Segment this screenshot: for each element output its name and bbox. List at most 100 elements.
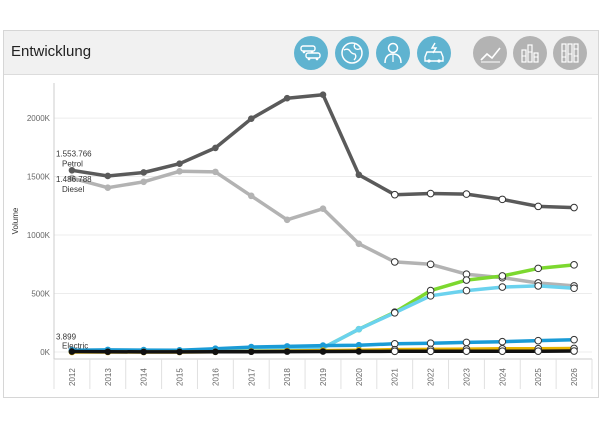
data-point[interactable] bbox=[319, 348, 327, 355]
panel-header: Entwicklung bbox=[4, 31, 598, 75]
data-point[interactable] bbox=[534, 202, 543, 211]
x-tick-label: 2023 bbox=[462, 368, 471, 386]
data-point[interactable] bbox=[104, 172, 112, 180]
data-point[interactable] bbox=[570, 284, 578, 293]
data-point[interactable] bbox=[534, 336, 543, 345]
data-point[interactable] bbox=[462, 276, 471, 284]
data-point[interactable] bbox=[104, 184, 112, 191]
data-point[interactable] bbox=[140, 178, 147, 186]
data-point[interactable] bbox=[319, 91, 327, 98]
data-point[interactable] bbox=[462, 347, 471, 355]
data-point[interactable] bbox=[176, 167, 183, 175]
y-tick-label: 1000K bbox=[27, 231, 51, 240]
globe-button[interactable] bbox=[335, 36, 369, 70]
data-point[interactable] bbox=[355, 171, 363, 179]
data-point[interactable] bbox=[426, 260, 435, 269]
data-point[interactable] bbox=[68, 348, 76, 355]
series-line bbox=[71, 92, 575, 210]
series-6 bbox=[68, 347, 578, 356]
x-tick-label: 2022 bbox=[427, 368, 436, 386]
data-point[interactable] bbox=[426, 347, 435, 356]
data-point[interactable] bbox=[247, 115, 255, 122]
car-charging-button[interactable] bbox=[417, 36, 451, 70]
data-point[interactable] bbox=[212, 348, 219, 356]
car-charging-icon bbox=[424, 42, 444, 63]
data-point[interactable] bbox=[247, 192, 255, 200]
x-tick-label: 2019 bbox=[319, 368, 328, 386]
full-bar-icon bbox=[561, 43, 579, 63]
series-line bbox=[71, 263, 575, 354]
data-point[interactable] bbox=[247, 348, 255, 356]
annotation-value: 3.899 bbox=[56, 333, 77, 342]
data-point[interactable] bbox=[534, 264, 543, 273]
annotation-series-name: Petrol bbox=[62, 159, 83, 168]
stacked-bar-icon bbox=[521, 44, 539, 63]
data-point[interactable] bbox=[498, 195, 507, 204]
data-point[interactable] bbox=[534, 347, 543, 355]
x-tick-label: 2013 bbox=[104, 368, 113, 386]
y-tick-label: 500K bbox=[31, 290, 50, 299]
y-tick-label: 2000K bbox=[27, 114, 51, 123]
data-point[interactable] bbox=[140, 348, 147, 356]
data-point[interactable] bbox=[570, 261, 578, 269]
data-point[interactable] bbox=[212, 144, 219, 152]
data-point[interactable] bbox=[104, 348, 112, 356]
data-point[interactable] bbox=[176, 160, 183, 167]
data-point[interactable] bbox=[140, 169, 147, 176]
data-point[interactable] bbox=[390, 309, 399, 317]
stacked-bar-button[interactable] bbox=[513, 36, 547, 70]
data-point[interactable] bbox=[283, 94, 291, 102]
data-point[interactable] bbox=[390, 258, 399, 266]
x-tick-label: 2015 bbox=[176, 368, 185, 386]
data-point[interactable] bbox=[212, 168, 219, 176]
data-point[interactable] bbox=[462, 190, 471, 198]
data-point[interactable] bbox=[498, 272, 507, 280]
x-tick-label: 2014 bbox=[140, 368, 149, 386]
data-point[interactable] bbox=[498, 283, 507, 291]
x-tick-label: 2025 bbox=[534, 368, 543, 386]
data-point[interactable] bbox=[426, 292, 435, 300]
data-point[interactable] bbox=[355, 240, 363, 248]
y-tick-label: 1500K bbox=[27, 173, 51, 182]
data-point[interactable] bbox=[498, 337, 507, 346]
person-button[interactable] bbox=[376, 36, 410, 70]
data-point[interactable] bbox=[176, 348, 183, 356]
data-point[interactable] bbox=[390, 347, 399, 356]
data-point[interactable] bbox=[570, 203, 578, 212]
x-tick-label: 2020 bbox=[355, 368, 364, 386]
annotation-value: 1.486.788 bbox=[56, 175, 92, 184]
data-point[interactable] bbox=[570, 347, 578, 355]
chart-panel: Entwicklung 0K 500K 1000K 1500K 2000K 2012 201… bbox=[3, 30, 599, 398]
globe-icon bbox=[341, 42, 363, 64]
data-point[interactable] bbox=[283, 216, 291, 224]
data-point[interactable] bbox=[355, 325, 363, 333]
data-point[interactable] bbox=[426, 339, 435, 348]
data-point[interactable] bbox=[390, 190, 399, 199]
data-point[interactable] bbox=[426, 189, 435, 198]
person-icon bbox=[384, 42, 402, 64]
x-tick-label: 2021 bbox=[391, 368, 400, 386]
x-tick-label: 2026 bbox=[570, 368, 579, 386]
x-tick-label: 2012 bbox=[68, 368, 77, 386]
data-point[interactable] bbox=[462, 338, 471, 347]
y-tick-label: 0K bbox=[40, 348, 50, 357]
y-axis-title: Volume bbox=[11, 207, 20, 234]
data-point[interactable] bbox=[355, 348, 363, 355]
data-point[interactable] bbox=[498, 347, 507, 355]
full-bar-button[interactable] bbox=[553, 36, 587, 70]
data-point[interactable] bbox=[462, 286, 471, 295]
data-point[interactable] bbox=[534, 282, 543, 290]
data-point[interactable] bbox=[68, 166, 76, 174]
annotation-series-name: Electric bbox=[62, 342, 88, 351]
line-chart: 0K 500K 1000K 1500K 2000K 2012 2013 2014 2015 201… bbox=[11, 83, 593, 389]
cars-icon bbox=[300, 45, 321, 61]
annotation-series-name: Diesel bbox=[62, 185, 84, 194]
cars-button[interactable] bbox=[294, 36, 328, 70]
data-point[interactable] bbox=[283, 348, 291, 355]
x-tick-label: 2024 bbox=[498, 368, 507, 386]
data-point[interactable] bbox=[570, 335, 578, 344]
x-tick-label: 2016 bbox=[211, 368, 220, 386]
data-point[interactable] bbox=[68, 174, 76, 182]
line-chart-button[interactable] bbox=[473, 36, 507, 70]
data-point[interactable] bbox=[319, 205, 327, 213]
